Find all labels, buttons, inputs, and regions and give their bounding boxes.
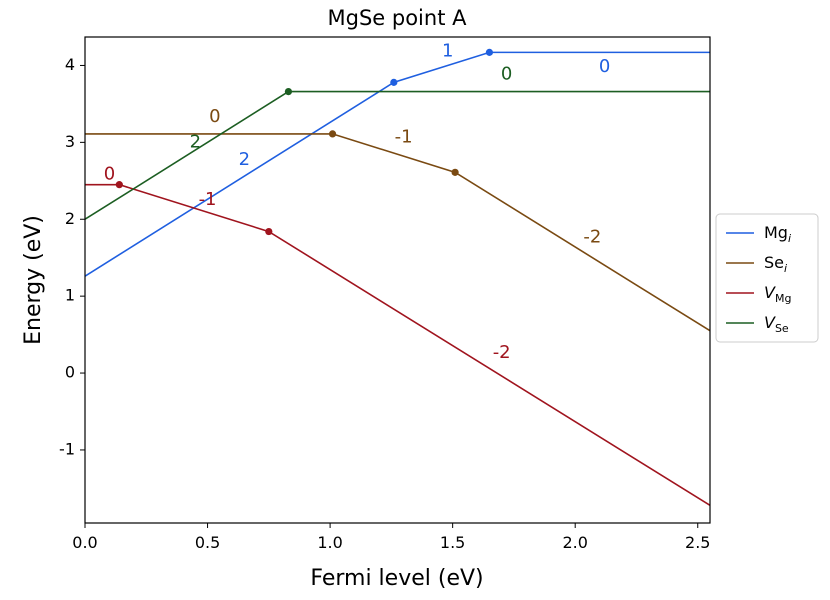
chart-title: MgSe point A bbox=[328, 6, 468, 30]
x-tick-label-5: 2.5 bbox=[685, 533, 710, 552]
transition-point-se_i-1 bbox=[451, 168, 459, 176]
legend-label-sub-v_se: Se bbox=[775, 322, 789, 335]
legend-label-mg_i: Mgi bbox=[764, 223, 791, 245]
plot-frame bbox=[84, 36, 711, 524]
y-tick-label-5: 4 bbox=[65, 55, 75, 74]
legend-label-v_se: VSe bbox=[764, 313, 789, 335]
charge-label-v_se-1: 0 bbox=[501, 64, 512, 85]
y-tick-label-0: -1 bbox=[59, 439, 75, 458]
charge-label-v_mg-0: 0 bbox=[104, 164, 115, 185]
legend-label-sub-se_i: i bbox=[784, 262, 787, 275]
charge-label-v_se-0: 2 bbox=[190, 131, 201, 152]
y-tick-label-3: 2 bbox=[65, 209, 75, 228]
y-axis-ticks: -1 0 1 2 3 4 bbox=[59, 55, 85, 458]
charge-label-v_mg-1: -1 bbox=[199, 189, 217, 210]
legend-label-v_mg: VMg bbox=[764, 283, 791, 305]
legend-label-sub-mg_i: i bbox=[788, 232, 791, 245]
legend-label-main-v_mg: V bbox=[764, 283, 776, 302]
x-tick-label-4: 2.0 bbox=[562, 533, 587, 552]
transition-point-se_i-0 bbox=[328, 130, 337, 138]
x-tick-label-0: 0.0 bbox=[72, 533, 97, 552]
y-tick-label-2: 1 bbox=[65, 286, 75, 305]
transition-point-v_mg-1 bbox=[265, 227, 273, 236]
series-line-v_mg bbox=[85, 183, 710, 506]
legend-label-sub-v_mg: Mg bbox=[775, 292, 791, 305]
transition-point-v_se-0 bbox=[284, 87, 293, 96]
legend-label-main-mg_i: Mg bbox=[764, 223, 788, 242]
series-line-mg_i bbox=[85, 51, 710, 277]
x-tick-label-2: 1.0 bbox=[317, 533, 342, 552]
y-tick-label-1: 0 bbox=[65, 363, 75, 382]
transition-point-v_mg-0 bbox=[115, 181, 123, 189]
x-axis-label: Fermi level (eV) bbox=[310, 566, 483, 591]
x-axis-ticks: 0.0 0.5 1.0 1.5 2.0 2.5 bbox=[72, 523, 710, 552]
x-tick-label-1: 0.5 bbox=[195, 533, 220, 552]
charge-label-se_i-1: -1 bbox=[395, 127, 413, 148]
series-line-se_i bbox=[85, 133, 710, 332]
legend-box bbox=[715, 213, 819, 343]
legend-label-se_i: Sei bbox=[764, 253, 787, 275]
charge-label-mg_i-0: 2 bbox=[239, 149, 250, 170]
charge-label-se_i-2: -2 bbox=[583, 227, 601, 248]
charge-label-se_i-0: 0 bbox=[209, 106, 220, 127]
x-tick-label-3: 1.5 bbox=[440, 533, 465, 552]
charge-label-v_mg-2: -2 bbox=[493, 342, 511, 363]
transition-point-mg_i-0 bbox=[390, 78, 398, 86]
y-tick-label-4: 3 bbox=[65, 132, 75, 151]
series-layer bbox=[85, 48, 710, 506]
legend-label-main-se_i: Se bbox=[764, 253, 784, 272]
charge-label-mg_i-2: 0 bbox=[599, 56, 610, 77]
charge-label-mg_i-1: 1 bbox=[442, 41, 453, 62]
legend-label-main-v_se: V bbox=[764, 313, 776, 332]
y-axis-label: Energy (eV) bbox=[21, 215, 46, 345]
transition-point-mg_i-1 bbox=[485, 48, 494, 56]
